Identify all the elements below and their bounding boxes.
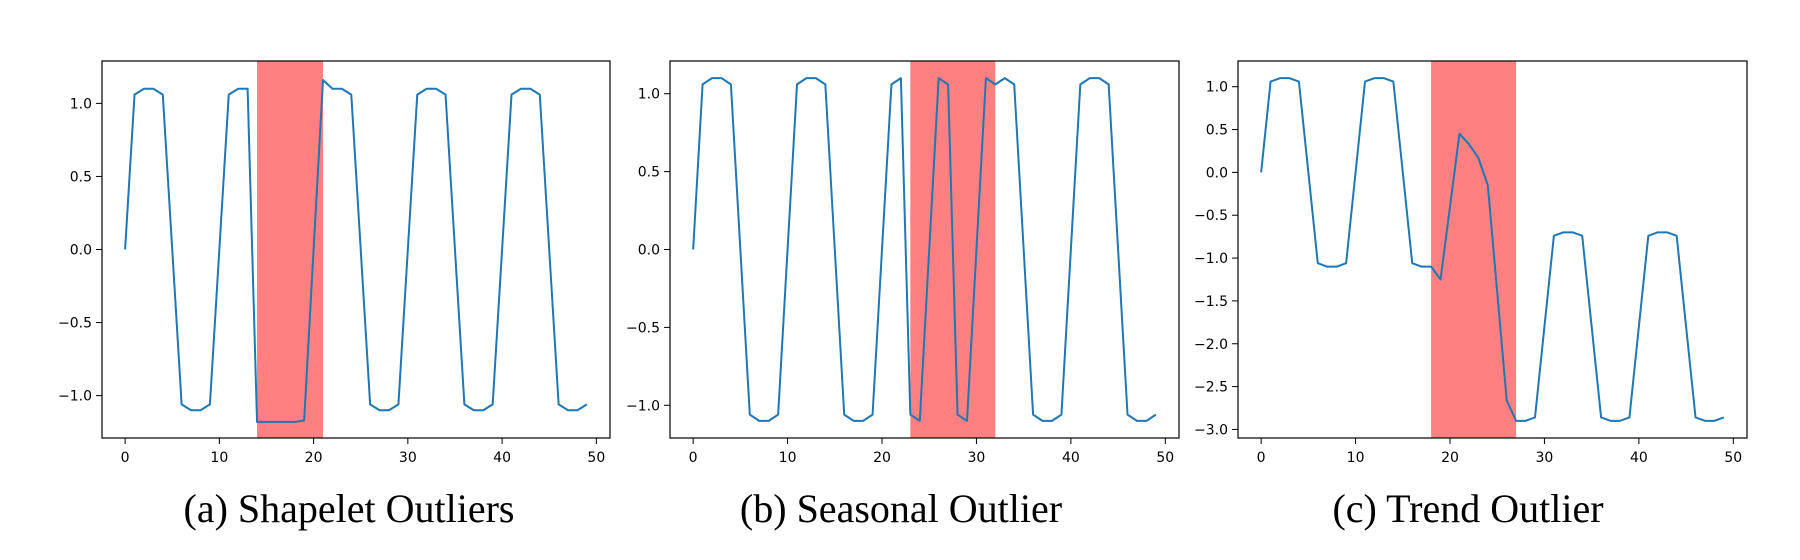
x-tick-label: 20 [305,450,323,466]
x-tick-label: 20 [873,450,891,466]
y-tick-label: −3.0 [1194,422,1228,438]
series-line [692,77,1157,422]
panel-trend-outlier: 0 10 20 30 40 50 −3.0 −2.5 −2.0 −1.5 −1.0 −0.5 0.0 0.… [1194,60,1748,531]
x-tick-label: 0 [689,450,698,466]
x-tick-label: 30 [1536,450,1554,466]
y-tick-label: −1.0 [1194,251,1228,267]
y-tick-label: −1.0 [626,398,660,414]
x-tick-label: 30 [968,450,986,466]
x-tick-label: 40 [1062,450,1080,466]
x-tick-label: 40 [493,450,511,466]
y-tick-label: −1.0 [58,389,92,405]
x-tick-label: 20 [1441,450,1459,466]
y-tick-label: −0.5 [58,316,92,332]
y-tick-label: −0.5 [626,320,660,336]
y-tick-label: 0.5 [1206,123,1228,139]
panel-caption: (a) Shapelet Outliers [184,486,515,531]
y-tick-label: 0.0 [1206,165,1228,181]
x-tick-label: 40 [1630,450,1648,466]
axes-frame [1237,60,1748,439]
y-tick-label: 0.5 [70,169,92,185]
y-tick-label: 0.0 [638,243,660,259]
axes-frame [101,60,611,439]
x-tick-label: 50 [587,450,605,466]
x-tick-label: 0 [1257,450,1266,466]
outlier-highlight-span [257,61,324,438]
y-tick-label: −1.5 [1194,294,1228,310]
y-tick-label: −2.5 [1194,380,1228,396]
x-tick-label: 50 [1156,450,1174,466]
x-tick-label: 50 [1724,450,1742,466]
y-tick-label: 1.0 [70,96,92,112]
panel-caption: (b) Seasonal Outlier [740,486,1062,531]
y-tick-label: 1.0 [1206,80,1228,96]
x-tick-label: 30 [399,450,417,466]
x-tick-label: 10 [1347,450,1365,466]
y-tick-label: 0.5 [638,165,660,181]
y-tick-label: −2.0 [1194,337,1228,353]
y-tick-label: 0.0 [70,243,92,259]
x-tick-label: 10 [210,450,228,466]
panel-caption: (c) Trend Outlier [1332,486,1603,531]
y-tick-label: −0.5 [1194,208,1228,224]
panel-shapelet-outliers: 0 10 20 30 40 50 −1.0 −0.5 0.0 0.5 1.0 (a) Shapelet… [58,60,611,531]
y-tick-label: 1.0 [638,87,660,103]
panel-seasonal-outlier: 0 10 20 30 40 50 −1.0 −0.5 0.0 0.5 1.0 (b) Seasonal… [626,60,1180,531]
series-line [124,79,588,423]
series-line [1260,77,1725,422]
x-tick-label: 10 [779,450,797,466]
x-tick-label: 0 [121,450,130,466]
